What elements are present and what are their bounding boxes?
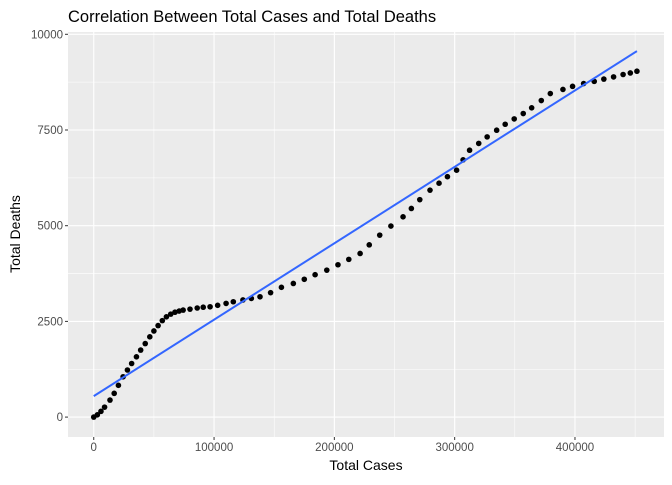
data-point [484, 134, 490, 140]
grid-lines [68, 32, 664, 437]
data-point [345, 256, 352, 263]
data-points [90, 68, 640, 420]
data-point [511, 116, 518, 122]
data-point [187, 306, 193, 312]
data-point [267, 289, 274, 296]
data-point [257, 293, 263, 300]
data-point [107, 397, 113, 403]
data-point [408, 205, 415, 212]
data-point [142, 340, 149, 347]
x-tick-label: 300000 [435, 442, 473, 454]
data-point [528, 104, 535, 111]
data-point [194, 305, 201, 311]
data-point [388, 223, 394, 229]
data-point [155, 322, 161, 329]
data-point [214, 302, 221, 309]
data-point [200, 304, 207, 311]
x-axis: 0 100000 200000 300000 400000 [91, 437, 594, 454]
fit-line [93, 50, 638, 397]
data-point [627, 70, 634, 76]
data-point [436, 180, 442, 187]
data-point [147, 334, 153, 340]
data-point [610, 74, 617, 80]
x-tick-label: 200000 [315, 442, 353, 454]
data-point [101, 404, 108, 410]
data-point [538, 97, 545, 104]
data-point [223, 300, 229, 307]
data-point [427, 187, 433, 193]
y-tick-label: 0 [57, 412, 63, 424]
data-point [301, 276, 308, 283]
data-point [444, 173, 451, 180]
data-point [620, 71, 626, 78]
data-point [453, 167, 460, 173]
data-point [172, 309, 178, 316]
data-point [502, 121, 508, 128]
data-point [466, 147, 473, 154]
data-point [151, 328, 157, 334]
y-tick-label: 2500 [37, 316, 63, 328]
data-point [163, 314, 170, 320]
data-point [159, 317, 166, 324]
data-point [366, 242, 373, 248]
y-tick-label: 7500 [37, 125, 63, 137]
data-point [111, 390, 117, 397]
data-point [475, 140, 482, 147]
data-point [601, 76, 607, 82]
y-axis: 0 2500 5000 7500 10000 [31, 29, 68, 424]
y-tick-label: 10000 [31, 29, 63, 41]
data-point [560, 86, 566, 93]
data-point [357, 250, 363, 257]
data-point [520, 110, 527, 117]
data-point [312, 271, 318, 278]
x-tick-label: 100000 [195, 442, 233, 454]
data-point [416, 196, 423, 203]
data-point [115, 382, 122, 389]
data-point [128, 360, 135, 367]
data-point [376, 232, 383, 238]
x-tick-label: 400000 [556, 442, 594, 454]
data-point [94, 411, 101, 418]
regression-line [93, 50, 638, 397]
data-point [323, 267, 330, 273]
data-point [634, 68, 640, 75]
data-point [180, 307, 186, 313]
data-point [547, 90, 554, 97]
y-axis-label: Total Deaths [7, 195, 23, 273]
data-point [124, 367, 131, 373]
data-point [278, 284, 285, 291]
data-point [569, 83, 576, 90]
data-point [335, 261, 341, 268]
data-point [167, 311, 174, 317]
data-point [98, 408, 104, 415]
data-point [290, 280, 297, 287]
x-axis-label: Total Cases [329, 457, 402, 473]
data-point [493, 127, 500, 134]
data-point [230, 298, 237, 305]
data-point [133, 354, 140, 360]
chart-title: Correlation Between Total Cases and Tota… [68, 8, 436, 26]
y-tick-label: 5000 [37, 221, 63, 233]
data-point [137, 347, 144, 353]
data-point [400, 214, 406, 220]
x-tick-label: 0 [91, 442, 97, 454]
data-point [207, 303, 213, 310]
